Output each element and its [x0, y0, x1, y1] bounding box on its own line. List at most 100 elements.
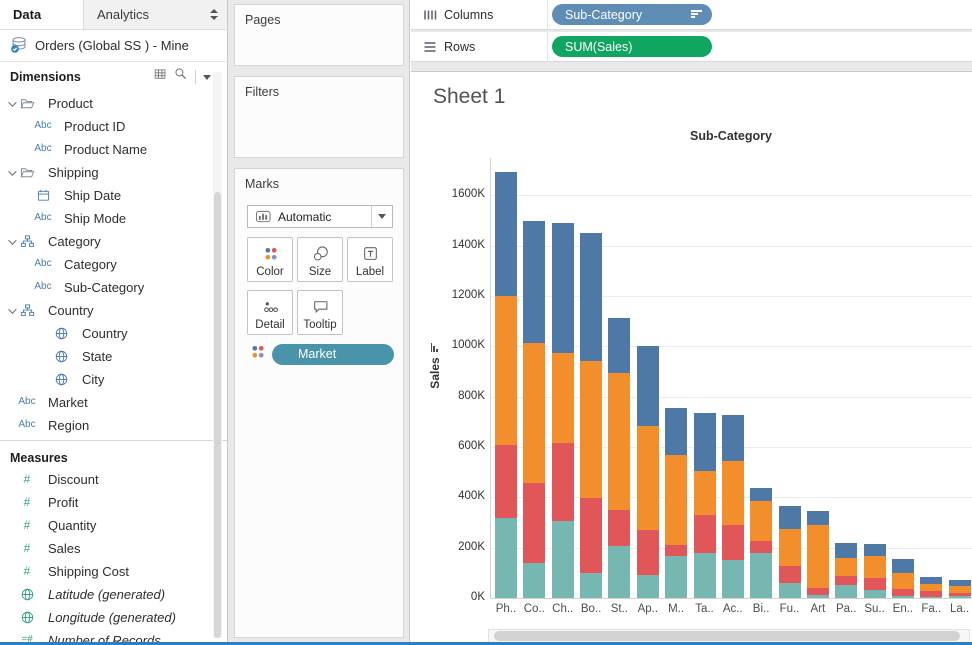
bar-segment-segment-4-top[interactable]	[835, 542, 858, 558]
field-number-of-records[interactable]: =# Number of Records	[0, 629, 212, 642]
bar-segment-segment-2[interactable]	[551, 442, 574, 522]
bar-segment-segment-4-top[interactable]	[523, 221, 546, 344]
sheet-title[interactable]: Sheet 1	[433, 85, 506, 108]
market-pill[interactable]: Market	[272, 343, 394, 365]
field-quantity[interactable]: # Quantity	[0, 514, 212, 537]
bar-fu[interactable]	[778, 506, 801, 598]
bar-segment-segment-4-top[interactable]	[608, 318, 631, 374]
bar-segment-segment-1-bottom[interactable]	[750, 552, 773, 598]
sort-descending-icon[interactable]	[691, 10, 702, 20]
field-longitude-generated-[interactable]: Longitude (generated)	[0, 606, 212, 629]
bar-segment-segment-1-bottom[interactable]	[835, 584, 858, 598]
bar-segment-segment-2[interactable]	[891, 588, 914, 596]
bar-ap[interactable]	[636, 346, 659, 598]
bar-segment-segment-4-top[interactable]	[778, 506, 801, 530]
bar-segment-segment-1-bottom[interactable]	[721, 559, 744, 598]
field-product-id[interactable]: Abc Product ID	[0, 115, 212, 138]
x-tick-label[interactable]: La..	[950, 603, 970, 615]
rows-shelf[interactable]: Rows SUM(Sales)	[411, 32, 972, 62]
field-latitude-generated-[interactable]: Latitude (generated)	[0, 583, 212, 606]
x-tick-label[interactable]: Ph..	[495, 603, 517, 615]
field-product[interactable]: Product	[0, 92, 212, 115]
field-shipping-cost[interactable]: # Shipping Cost	[0, 560, 212, 583]
x-tick-label[interactable]: Su..	[864, 603, 885, 615]
data-pane-scrollbar-thumb[interactable]	[214, 192, 221, 638]
tab-data[interactable]: Data	[0, 0, 84, 29]
mark-type-caret[interactable]	[371, 206, 392, 227]
pane-swap-icon[interactable]	[210, 9, 218, 21]
bar-la[interactable]	[948, 579, 971, 598]
bar-segment-segment-1-bottom[interactable]	[693, 552, 716, 598]
bar-pa[interactable]	[835, 542, 858, 598]
bar-segment-segment-3[interactable]	[920, 583, 943, 591]
bar-ac[interactable]	[721, 414, 744, 598]
bar-segment-segment-2[interactable]	[636, 529, 659, 575]
bar-bi[interactable]	[750, 488, 773, 598]
sub-category-pill[interactable]: Sub-Category	[552, 4, 712, 25]
bar-segment-segment-3[interactable]	[636, 426, 659, 530]
bar-segment-segment-2[interactable]	[721, 524, 744, 560]
tooltip-button[interactable]: Tooltip	[297, 290, 343, 335]
tab-analytics[interactable]: Analytics	[84, 0, 227, 29]
bar-segment-segment-4-top[interactable]	[721, 414, 744, 462]
bar-segment-segment-2[interactable]	[665, 544, 688, 557]
detail-button[interactable]: Detail	[247, 290, 293, 335]
color-button[interactable]: Color	[247, 237, 293, 282]
field-category[interactable]: Abc Category	[0, 253, 212, 276]
bar-segment-segment-3[interactable]	[891, 572, 914, 589]
chart-hscrollbar-thumb[interactable]	[494, 631, 960, 641]
x-tick-label[interactable]: En..	[892, 603, 914, 615]
bar-st[interactable]	[608, 318, 631, 598]
bar-fa[interactable]	[920, 577, 943, 598]
field-ship-date[interactable]: Ship Date	[0, 184, 212, 207]
bar-segment-segment-3[interactable]	[608, 373, 631, 510]
bar-segment-segment-2[interactable]	[835, 576, 858, 585]
bar-segment-segment-1-bottom[interactable]	[806, 594, 829, 598]
pane-menu-caret-icon[interactable]	[203, 74, 211, 80]
bar-segment-segment-3[interactable]	[523, 343, 546, 484]
columns-shelf[interactable]: Columns Sub-Category	[411, 0, 972, 30]
bar-segment-segment-3[interactable]	[665, 454, 688, 545]
bar-segment-segment-4-top[interactable]	[806, 510, 829, 525]
field-sales[interactable]: # Sales	[0, 537, 212, 560]
bar-segment-segment-1-bottom[interactable]	[580, 573, 603, 598]
bar-en[interactable]	[891, 559, 914, 598]
bar-segment-segment-1-bottom[interactable]	[495, 517, 517, 598]
axis-sort-icon[interactable]	[430, 343, 440, 353]
x-tick-label[interactable]: Co..	[523, 603, 545, 615]
field-sub-category[interactable]: Abc Sub-Category	[0, 276, 212, 299]
filters-shelf[interactable]: Filters	[234, 76, 404, 158]
field-category[interactable]: Category	[0, 230, 212, 253]
bar-art[interactable]	[806, 510, 829, 598]
bar-segment-segment-2[interactable]	[863, 578, 886, 590]
bar-segment-segment-1-bottom[interactable]	[920, 596, 943, 598]
bar-segment-segment-4-top[interactable]	[891, 559, 914, 573]
x-tick-label[interactable]: Bi..	[752, 603, 770, 615]
bar-segment-segment-4-top[interactable]	[636, 346, 659, 427]
field-country[interactable]: Country	[0, 299, 212, 322]
bar-segment-segment-4-top[interactable]	[863, 543, 886, 557]
bar-segment-segment-4-top[interactable]	[665, 408, 688, 455]
field-region[interactable]: Abc Region	[0, 414, 212, 437]
bar-su[interactable]	[863, 543, 886, 598]
bar-ch[interactable]	[551, 223, 574, 598]
bar-segment-segment-1-bottom[interactable]	[636, 574, 659, 598]
sum-sales-pill[interactable]: SUM(Sales)	[552, 36, 712, 57]
pages-shelf[interactable]: Pages	[234, 4, 404, 66]
x-tick-label[interactable]: Fa..	[921, 603, 942, 615]
field-shipping[interactable]: Shipping	[0, 161, 212, 184]
bar-ph[interactable]	[495, 171, 517, 599]
bar-segment-segment-1-bottom[interactable]	[523, 563, 546, 598]
x-tick-label[interactable]: Ac..	[722, 603, 743, 615]
bar-segment-segment-3[interactable]	[806, 524, 829, 588]
bar-segment-segment-2[interactable]	[608, 509, 631, 547]
bar-segment-segment-1-bottom[interactable]	[551, 521, 574, 598]
bar-segment-segment-1-bottom[interactable]	[778, 582, 801, 598]
bar-segment-segment-4-top[interactable]	[920, 577, 943, 584]
bar-segment-segment-2[interactable]	[580, 498, 603, 574]
bar-segment-segment-3[interactable]	[580, 361, 603, 499]
bar-segment-segment-2[interactable]	[806, 587, 829, 595]
bar-segment-segment-3[interactable]	[778, 529, 801, 567]
bar-segment-segment-2[interactable]	[693, 514, 716, 553]
field-market[interactable]: Abc Market	[0, 391, 212, 414]
